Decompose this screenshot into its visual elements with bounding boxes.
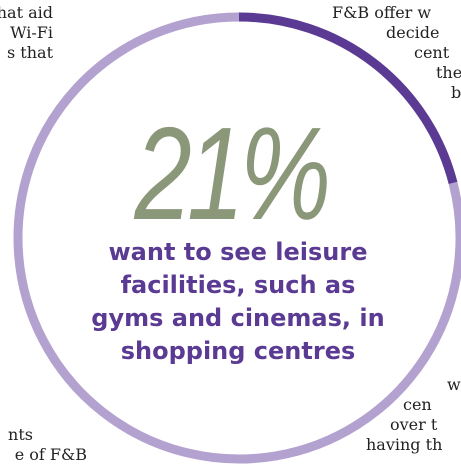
caption-line-1: want to see leisure [108, 238, 368, 266]
chart-caption: want to see leisure facilities, such as … [78, 236, 398, 368]
side-text-bottom-right-3: over t [390, 415, 438, 434]
caption-line-2: facilities, such as [120, 271, 356, 299]
side-text-top-right-2: decide [386, 23, 440, 42]
side-text-top-left-1: that aid [0, 3, 53, 22]
ring-slice-2 [13, 12, 461, 464]
side-text-top-left-2: Wi-Fi [10, 23, 53, 42]
side-text-bottom-left-1: nts [8, 425, 33, 444]
side-text-bottom-right-1: w [447, 375, 461, 394]
side-text-top-right-5: b [451, 83, 461, 102]
side-text-top-right-4: the [436, 63, 461, 82]
ring-background [13, 12, 461, 464]
side-text-top-right-3: cent [414, 43, 450, 62]
caption-line-3: gyms and cinemas, in [91, 304, 385, 332]
side-text-top-right-1: F&B offer w [332, 3, 432, 22]
caption-line-4: shopping centres [120, 337, 356, 365]
side-text-top-left-3: s that [7, 43, 53, 62]
side-text-bottom-right-2: cen [403, 395, 432, 414]
side-text-bottom-right-4: having th [366, 435, 443, 454]
center-value: 21% [134, 100, 331, 247]
ring-slice-1 [238, 12, 458, 185]
side-text-bottom-left-2: e of F&B [14, 445, 87, 464]
